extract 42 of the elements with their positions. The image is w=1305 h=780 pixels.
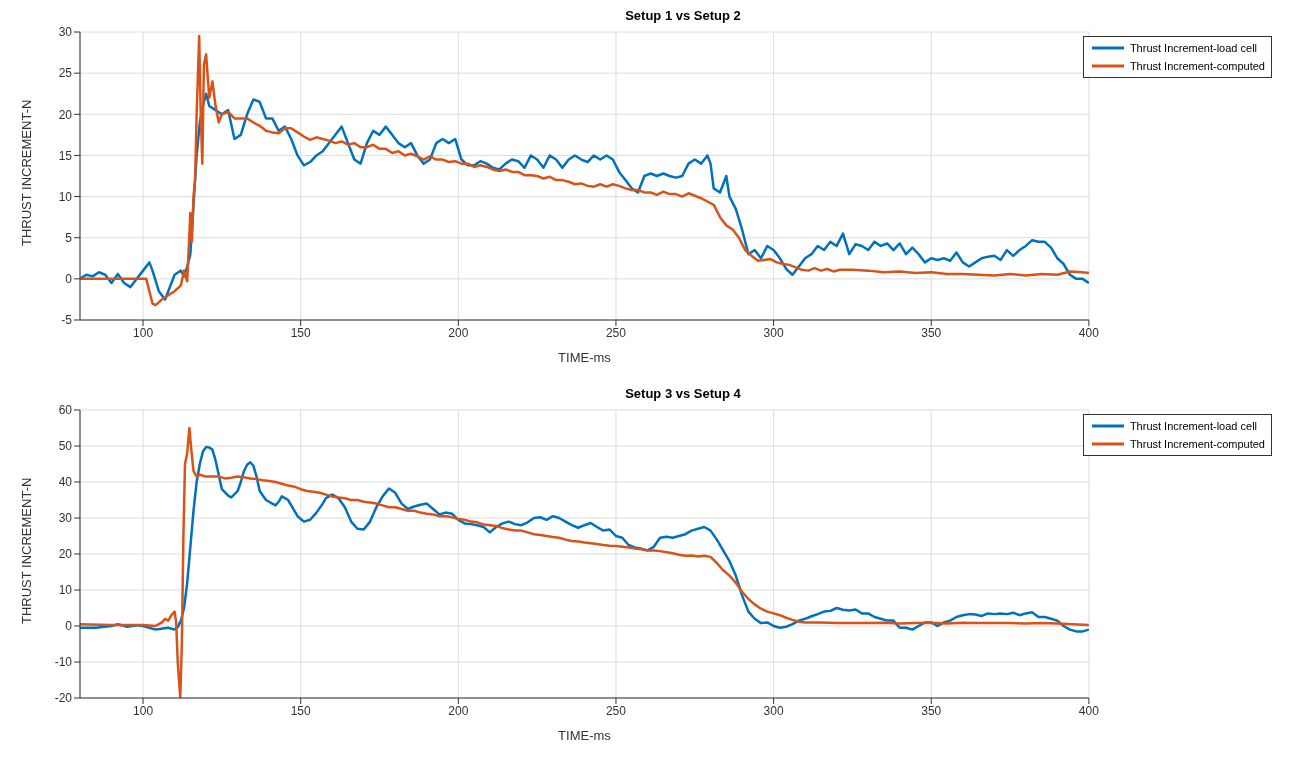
x-tick-label: 100 [133,325,154,340]
y-tick-label: 15 [58,148,73,163]
x-axis-title: TIME-ms [558,728,612,743]
legend-label: Thrust Increment-computed [1129,59,1265,74]
y-tick-label: 0 [65,619,73,634]
x-tick-label: 150 [290,325,312,340]
legend-label: Thrust Increment-load cell [1129,419,1258,434]
y-tick-label: 10 [58,189,73,204]
x-tick-label: 300 [763,703,784,718]
y-tick-label: 0 [65,272,73,287]
x-tick-label: 250 [605,325,627,340]
y-tick-label: 20 [58,107,73,122]
y-tick-label: 25 [58,66,73,81]
x-tick-label: 350 [921,703,942,718]
line-series [80,445,1089,633]
y-tick-label: 10 [58,583,73,598]
chart-title: Setup 3 vs Setup 4 [624,386,742,401]
x-tick-label: 400 [1078,703,1100,718]
y-tick-label: 30 [58,25,73,40]
x-tick-label: 150 [290,703,312,718]
x-tick-label: 400 [1078,325,1100,340]
x-axis-title: TIME-ms [558,350,612,365]
y-tick-label: -20 [54,691,73,706]
x-tick-label: 200 [448,703,469,718]
y-axis-title: THRUST INCREMENT-N [18,99,34,246]
legend-label: Thrust Increment-load cell [1129,41,1258,56]
x-tick-label: 250 [605,703,627,718]
x-tick-label: 300 [763,325,784,340]
chart-title: Setup 1 vs Setup 2 [624,8,742,23]
y-tick-label: 60 [58,403,73,418]
y-tick-label: -5 [61,313,73,328]
y-tick-label: -10 [54,655,73,670]
x-tick-label: 350 [921,325,942,340]
y-tick-label: 40 [58,475,73,490]
x-tick-label: 100 [133,703,154,718]
y-tick-label: 30 [58,511,73,526]
legend-label: Thrust Increment-computed [1129,437,1265,452]
y-tick-label: 50 [58,439,73,454]
y-tick-label: 5 [65,230,73,245]
x-tick-label: 200 [448,325,469,340]
y-tick-label: 20 [58,547,73,562]
y-axis-title: THRUST INCREMENT-N [18,477,34,624]
